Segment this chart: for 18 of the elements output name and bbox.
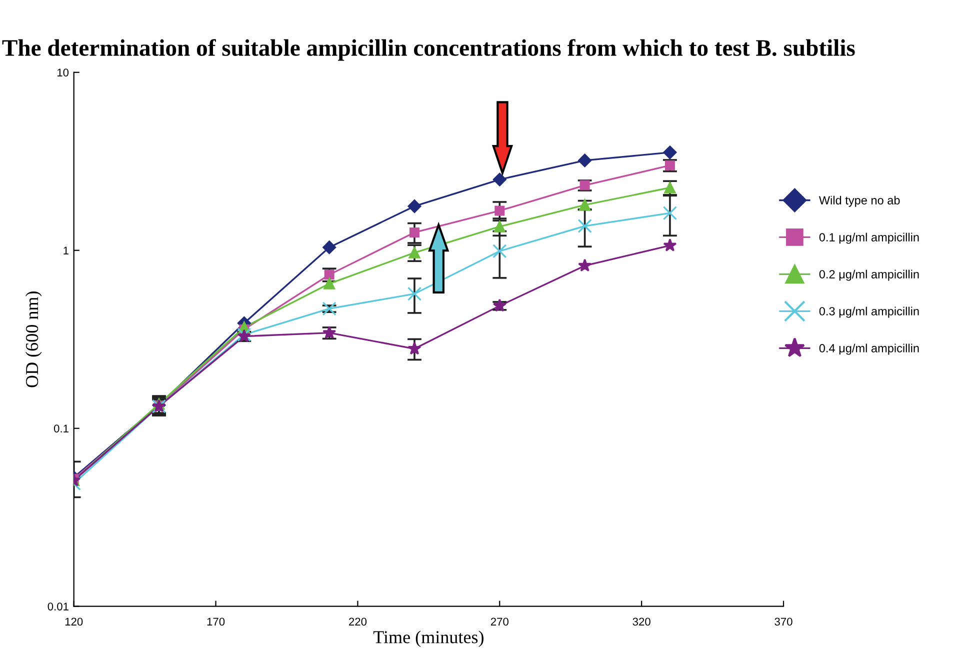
x-tick-label: 320	[632, 618, 650, 626]
y-axis-title: OD (600 nm)	[25, 292, 42, 388]
x-tick-label: 270	[490, 618, 508, 626]
y-tick-label: 1	[64, 246, 68, 254]
chart-title: The determination of suitable ampicillin concentrations from which to test B. subtilis	[2, 39, 855, 61]
legend-label: 0.3 μg/ml ampicillin	[819, 306, 919, 318]
legend-label: 0.1 μg/ml ampicillin	[819, 232, 919, 244]
y-tick-label: 0.1	[54, 424, 68, 432]
y-tick-label: 0.01	[48, 602, 68, 610]
legend-label: 0.2 μg/ml ampicillin	[819, 270, 919, 281]
x-axis-title: Time (minutes)	[373, 630, 484, 647]
x-tick-label: 170	[207, 618, 225, 626]
x-tick-label: 220	[349, 618, 367, 626]
legend-label: 0.4 μg/ml ampicillin	[819, 344, 919, 355]
x-tick-label: 370	[774, 618, 792, 626]
y-tick-label: 10	[57, 68, 69, 76]
x-tick-label: 120	[65, 618, 83, 626]
legend-label: Wild type no ab	[818, 196, 900, 207]
